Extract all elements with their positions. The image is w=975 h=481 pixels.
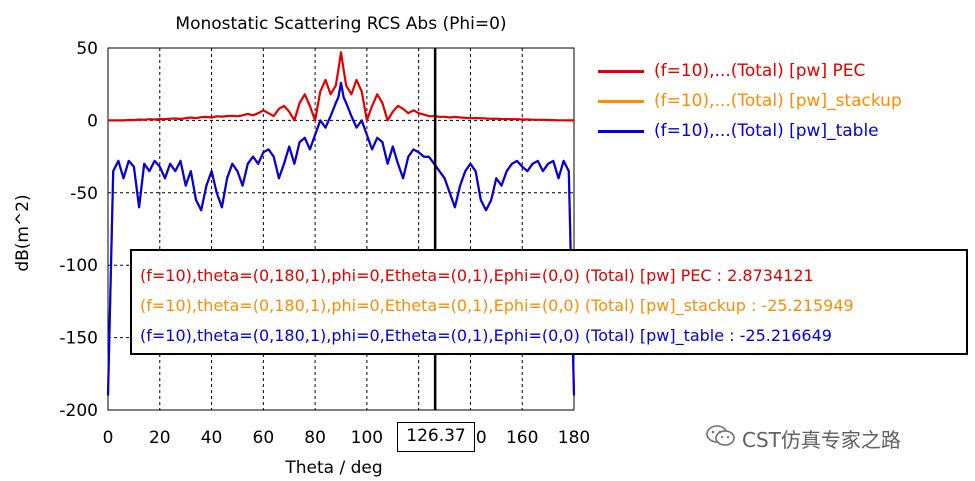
x-tick-label: 180 <box>558 428 590 448</box>
watermark: CST仿真专家之路 <box>706 424 901 453</box>
y-tick-label: -150 <box>59 329 98 349</box>
cursor-readout-box: (f=10),theta=(0,180,1),phi=0,Etheta=(0,1… <box>130 249 968 355</box>
legend-entry-stackup[interactable]: (f=10),...(Total) [pw]_stackup <box>598 86 902 116</box>
wechat-icon <box>706 424 736 453</box>
x-tick-label: 40 <box>201 428 223 448</box>
legend-label-stackup: (f=10),...(Total) [pw]_stackup <box>654 91 902 111</box>
legend-label-pec: (f=10),...(Total) [pw] PEC <box>654 61 866 81</box>
series-line-pec <box>108 51 574 122</box>
x-tick-label: 100 <box>351 428 383 448</box>
readout-stackup: (f=10),theta=(0,180,1),phi=0,Etheta=(0,1… <box>140 296 854 315</box>
cursor-x-value[interactable]: 126.37 <box>397 422 475 452</box>
legend-swatch-pec <box>598 69 644 73</box>
x-tick-label: 60 <box>253 428 275 448</box>
x-tick-label: 20 <box>149 428 171 448</box>
readout-pec: (f=10),theta=(0,180,1),phi=0,Etheta=(0,1… <box>140 266 814 285</box>
watermark-text: CST仿真专家之路 <box>742 428 901 452</box>
y-tick-label: -100 <box>59 256 98 276</box>
y-tick-label: -50 <box>70 184 98 204</box>
y-tick-label: 0 <box>87 111 98 131</box>
y-tick-label: -200 <box>59 401 98 421</box>
legend-swatch-table <box>598 129 644 133</box>
chart-legend: (f=10),...(Total) [pw] PEC (f=10),...(To… <box>598 56 902 146</box>
x-tick-label: 80 <box>304 428 326 448</box>
x-tick-label: 0 <box>103 428 114 448</box>
legend-swatch-stackup <box>598 99 644 103</box>
chart-title: Monostatic Scattering RCS Abs (Phi=0) <box>175 14 506 34</box>
plot-area <box>108 48 574 410</box>
x-tick-label: 160 <box>506 428 538 448</box>
legend-entry-table[interactable]: (f=10),...(Total) [pw]_table <box>598 116 902 146</box>
plot-frame <box>107 47 575 411</box>
readout-table: (f=10),theta=(0,180,1),phi=0,Etheta=(0,1… <box>140 326 832 345</box>
legend-label-table: (f=10),...(Total) [pw]_table <box>654 121 879 141</box>
series-line-table <box>106 81 576 396</box>
y-tick-label: 50 <box>76 39 98 59</box>
legend-entry-pec[interactable]: (f=10),...(Total) [pw] PEC <box>598 56 902 86</box>
x-axis-label: Theta / deg <box>284 458 382 478</box>
y-axis-label: dB(m^2) <box>13 194 33 271</box>
